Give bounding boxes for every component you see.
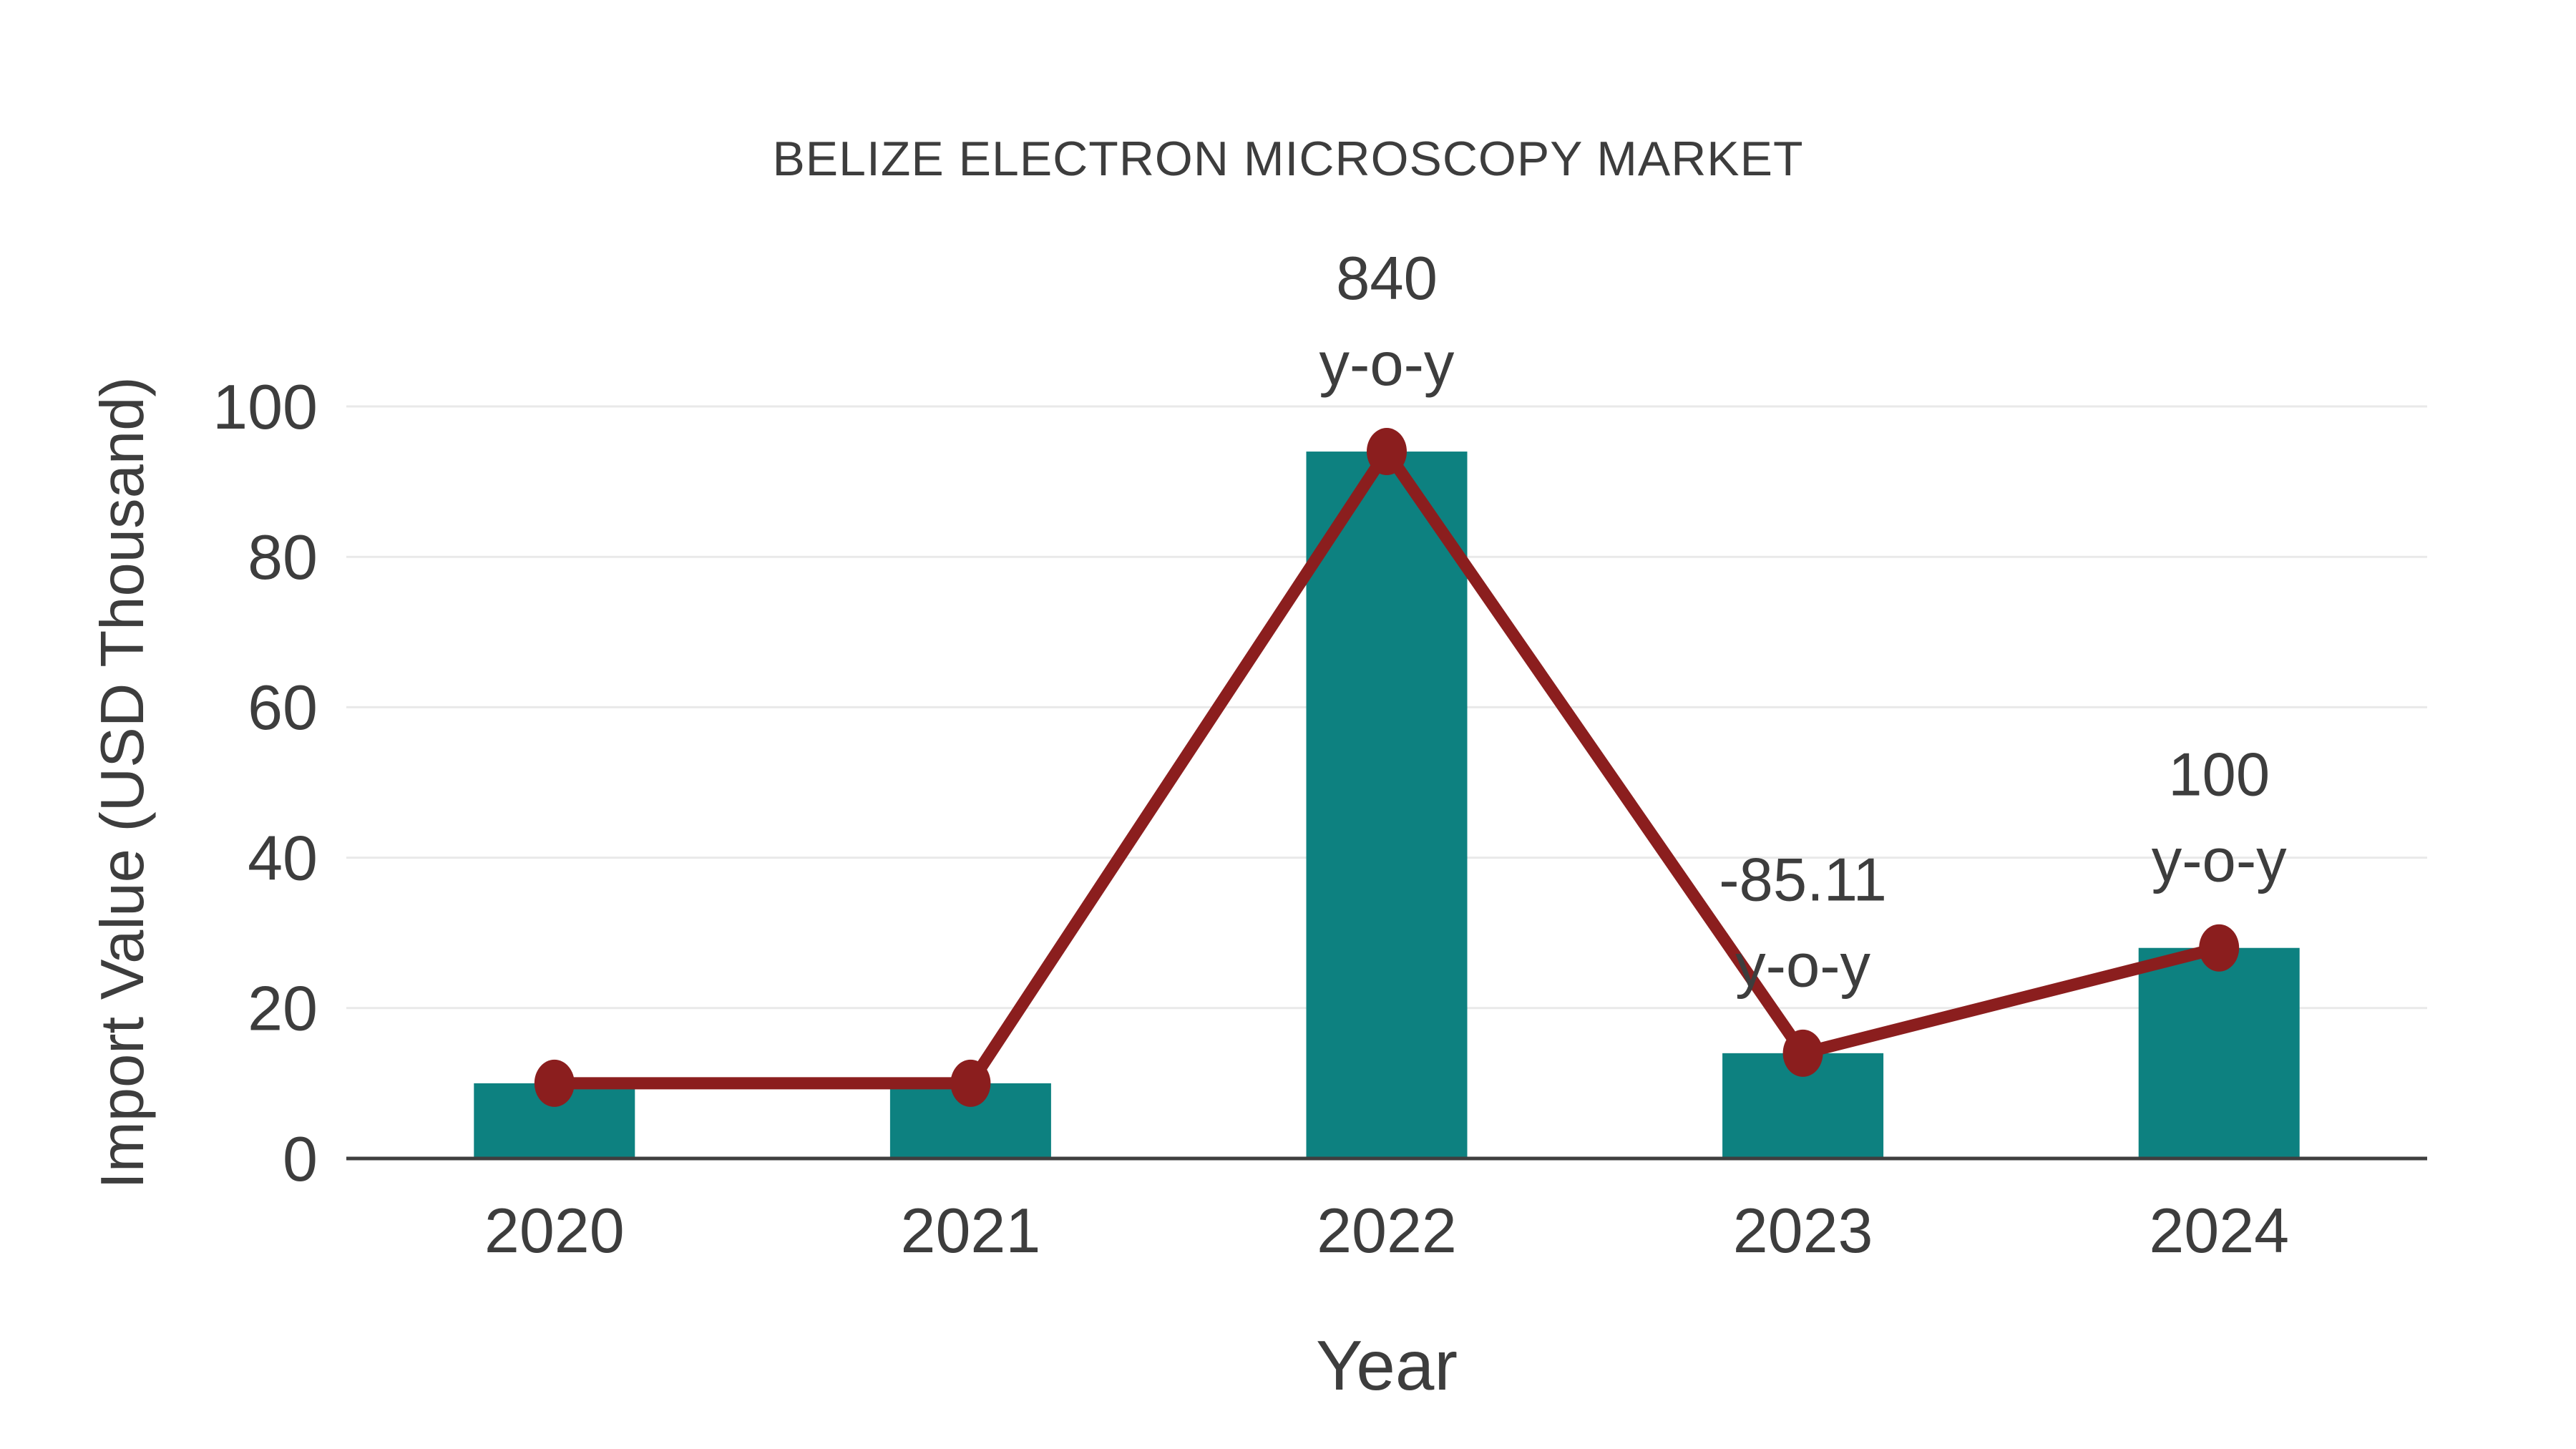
- marker-2020: [534, 1059, 575, 1107]
- y-tick-label-60: 60: [248, 672, 318, 743]
- marker-2024: [2199, 924, 2240, 972]
- annotation-2023-line2: y-o-y: [1735, 932, 1870, 1000]
- marker-2021: [950, 1059, 991, 1107]
- y-axis-title: Import Value (USD Thousand): [89, 376, 157, 1189]
- y-tick-label-40: 40: [248, 822, 318, 893]
- annotation-2022-line1: 840: [1336, 245, 1438, 313]
- x-tick-label-2023: 2023: [1733, 1195, 1873, 1266]
- y-tick-label-80: 80: [248, 522, 318, 592]
- y-tick-label-0: 0: [283, 1123, 318, 1194]
- annotation-2022-line2: y-o-y: [1319, 331, 1455, 399]
- x-axis-title: Year: [1315, 1326, 1458, 1405]
- y-tick-label-100: 100: [213, 371, 318, 442]
- bar-2022: [1306, 452, 1468, 1158]
- chart-title: BELIZE ELECTRON MICROSCOPY MARKET: [772, 132, 1804, 186]
- annotation-2024-line1: 100: [2168, 741, 2270, 809]
- annotation-2024-line2: y-o-y: [2152, 826, 2287, 894]
- bar-2024: [2138, 947, 2300, 1158]
- annotation-2023-line1: -85.11: [1719, 847, 1887, 914]
- x-tick-label-2021: 2021: [901, 1195, 1041, 1266]
- x-tick-label-2020: 2020: [484, 1195, 625, 1266]
- x-tick-label-2024: 2024: [2149, 1195, 2289, 1266]
- marker-2023: [1782, 1029, 1823, 1077]
- y-tick-label-20: 20: [248, 973, 318, 1044]
- x-tick-label-2022: 2022: [1317, 1195, 1457, 1266]
- marker-2022: [1367, 428, 1407, 476]
